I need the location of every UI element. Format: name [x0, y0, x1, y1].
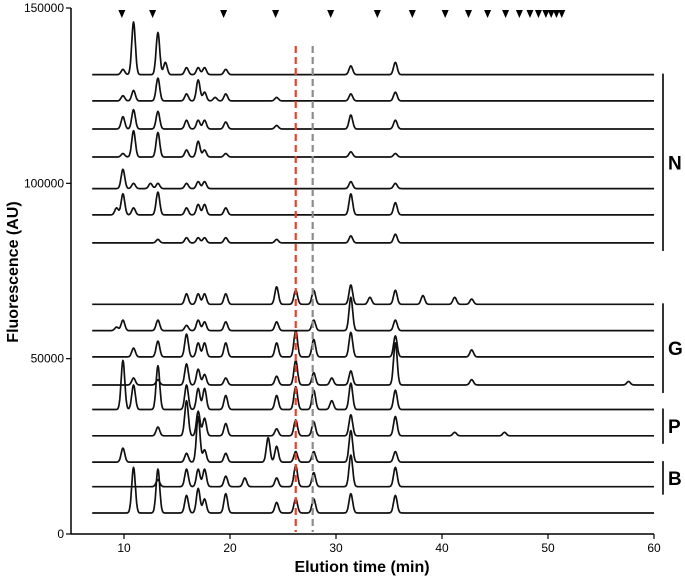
peak-marker — [441, 10, 449, 18]
trace-line — [91, 359, 655, 411]
peak-marker — [542, 10, 550, 18]
trace-line — [91, 129, 655, 158]
x-tick-label: 10 — [117, 541, 131, 555]
peak-marker — [220, 10, 228, 18]
trace-line — [91, 296, 655, 332]
group-label: N — [668, 153, 682, 174]
peak-marker — [502, 10, 510, 18]
peak-marker — [118, 10, 126, 18]
trace-line — [91, 284, 655, 306]
peak-marker — [552, 10, 560, 18]
y-tick-label: 0 — [57, 527, 64, 541]
peak-marker — [515, 10, 523, 18]
peak-marker — [547, 10, 555, 18]
y-ticks: 0 50000 100000 150000 — [24, 1, 71, 541]
x-ticks: 10 20 30 40 50 60 — [117, 534, 661, 555]
group-label: B — [668, 469, 682, 490]
reference-lines — [294, 46, 314, 532]
peak-marker — [149, 10, 157, 18]
x-tick-label: 30 — [329, 541, 343, 555]
trace-line — [91, 191, 655, 216]
group-label: G — [668, 339, 683, 360]
x-tick-label: 50 — [541, 541, 555, 555]
trace-line — [91, 21, 655, 76]
y-tick-label: 100000 — [24, 176, 64, 190]
trace-line — [91, 233, 655, 244]
traces — [91, 21, 655, 514]
trace-line — [91, 168, 655, 190]
x-tick-label: 40 — [435, 541, 449, 555]
peak-marker — [373, 10, 381, 18]
peak-marker — [534, 10, 542, 18]
y-tick-label: 50000 — [31, 352, 65, 366]
axes — [70, 8, 654, 535]
peak-markers — [118, 10, 566, 18]
trace-line — [91, 415, 655, 463]
trace-line — [91, 466, 655, 514]
x-axis-title: Elution time (min) — [294, 559, 429, 576]
peak-marker — [465, 10, 472, 18]
x-tick-label: 60 — [647, 541, 661, 555]
peak-marker — [526, 10, 534, 18]
peak-marker — [272, 10, 280, 18]
x-tick-label: 20 — [223, 541, 237, 555]
y-tick-label: 150000 — [24, 1, 64, 15]
y-axis-title: Fluorescence (AU) — [5, 201, 22, 342]
trace-line — [91, 342, 655, 386]
peak-marker — [558, 10, 566, 18]
trace-line — [91, 108, 655, 130]
peak-marker — [408, 10, 416, 18]
trace-line — [91, 77, 655, 102]
group-label: P — [668, 417, 681, 438]
trace-line — [91, 454, 655, 488]
group-brackets: N G P B — [662, 73, 683, 495]
peak-marker — [484, 10, 492, 18]
trace-line — [91, 399, 655, 437]
peak-marker — [327, 10, 335, 18]
trace-line — [91, 329, 655, 358]
